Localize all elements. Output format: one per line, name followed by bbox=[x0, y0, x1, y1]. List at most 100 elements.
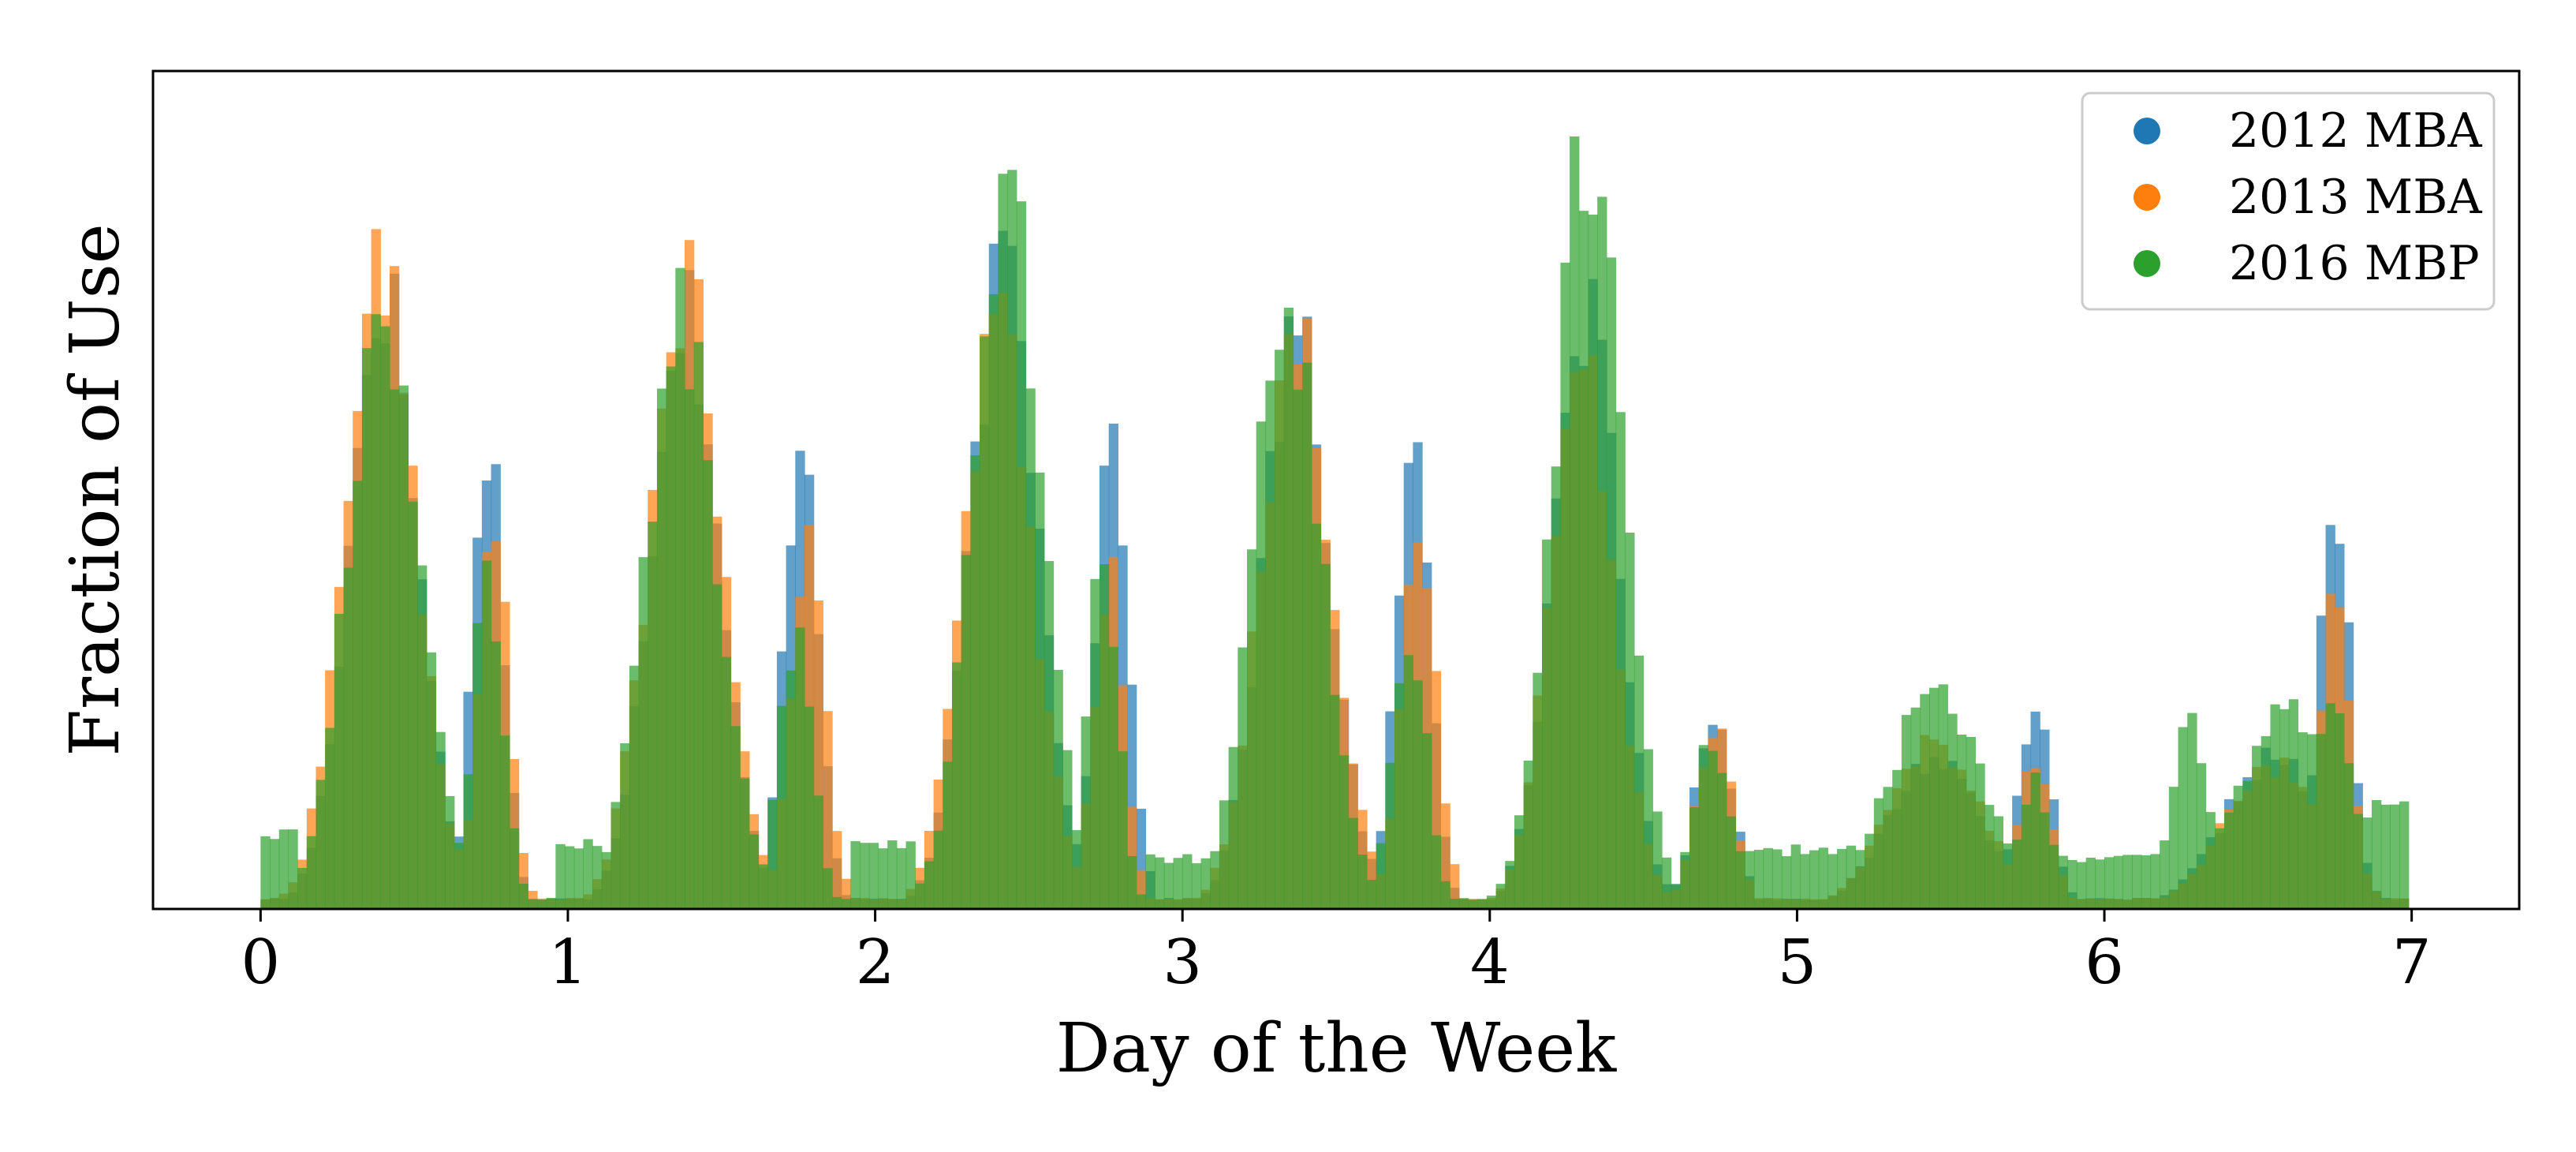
histogram-bar bbox=[1928, 687, 1939, 909]
histogram-bar bbox=[1440, 881, 1450, 909]
histogram-bar bbox=[860, 843, 870, 909]
histogram-bar bbox=[1320, 563, 1331, 909]
histogram-bar bbox=[1708, 750, 1718, 909]
histogram-bar bbox=[1016, 201, 1027, 909]
histogram-bar bbox=[2104, 857, 2115, 909]
histogram-bar bbox=[2316, 734, 2327, 909]
histogram-bar bbox=[1127, 856, 1137, 909]
histogram-bar bbox=[970, 455, 980, 909]
histogram-bar bbox=[1486, 896, 1497, 909]
histogram-bar bbox=[288, 829, 298, 909]
histogram-bar bbox=[1431, 835, 1442, 909]
histogram-bar bbox=[2003, 843, 2013, 909]
histogram-bar bbox=[1578, 211, 1589, 909]
histogram-bar bbox=[2353, 814, 2363, 909]
histogram-bar bbox=[832, 896, 842, 909]
legend-label: 2016 MBP bbox=[2229, 236, 2480, 291]
histogram-bar bbox=[1007, 170, 1017, 909]
histogram-bar bbox=[1892, 769, 1902, 909]
histogram-bar bbox=[951, 662, 962, 909]
histogram-bar bbox=[896, 847, 907, 909]
histogram-bar bbox=[1495, 884, 1506, 909]
histogram-bar bbox=[2012, 840, 2022, 909]
histogram-bar bbox=[528, 899, 538, 909]
x-tick-label: 3 bbox=[1163, 927, 1202, 998]
histogram-bar bbox=[1984, 805, 1995, 909]
histogram-bar bbox=[1330, 694, 1340, 909]
histogram-bar bbox=[1450, 898, 1460, 909]
histogram-bar bbox=[924, 861, 935, 909]
histogram-bar bbox=[2141, 855, 2152, 909]
histogram-bar bbox=[795, 627, 805, 909]
histogram-bar bbox=[1809, 850, 1820, 909]
histogram-bar bbox=[804, 706, 815, 909]
histogram-bar bbox=[2076, 862, 2087, 909]
histogram-bar bbox=[1173, 858, 1183, 909]
histogram-bar bbox=[1865, 833, 1875, 909]
histogram-bar bbox=[1099, 564, 1110, 909]
histogram-bar bbox=[1625, 533, 1635, 909]
histogram-bar bbox=[353, 481, 363, 909]
histogram-bar bbox=[1745, 851, 1755, 909]
histogram-bar bbox=[2048, 844, 2059, 909]
histogram-bar bbox=[1901, 715, 1912, 909]
histogram-bar bbox=[1957, 735, 1967, 909]
histogram-bar bbox=[1366, 880, 1377, 909]
histogram-bar bbox=[2215, 828, 2225, 909]
histogram-bar bbox=[1938, 684, 1948, 909]
histogram-bar bbox=[1560, 262, 1570, 910]
histogram-bar bbox=[758, 864, 768, 909]
histogram-bar bbox=[1090, 578, 1100, 909]
histogram-bar bbox=[380, 326, 390, 909]
histogram-bar bbox=[610, 802, 621, 909]
histogram-bar bbox=[1689, 807, 1700, 909]
histogram-bar bbox=[1228, 746, 1238, 909]
histogram-bar bbox=[601, 851, 612, 909]
histogram-bar bbox=[2122, 855, 2133, 909]
histogram-bar bbox=[1661, 857, 1672, 909]
histogram-bar bbox=[2390, 804, 2400, 909]
histogram-bar bbox=[1210, 851, 1220, 909]
histogram-bar bbox=[721, 656, 732, 909]
histogram-bar bbox=[832, 831, 842, 909]
histogram-bar bbox=[1145, 854, 1155, 909]
histogram-bar bbox=[656, 388, 667, 910]
histogram-bar bbox=[2160, 840, 2170, 909]
histogram-bar bbox=[2288, 699, 2299, 909]
histogram-bar bbox=[417, 565, 427, 909]
histogram-bar bbox=[749, 834, 760, 909]
histogram-bar bbox=[933, 830, 943, 909]
histogram-bar bbox=[1311, 523, 1322, 909]
histogram-bar bbox=[988, 294, 999, 909]
histogram-bar bbox=[2021, 804, 2032, 909]
histogram-bar bbox=[629, 665, 640, 909]
histogram-bar bbox=[1570, 136, 1580, 909]
x-axis-label: Day of the Week bbox=[1056, 1009, 1617, 1088]
histogram-bar bbox=[868, 843, 879, 909]
histogram-bar bbox=[435, 731, 446, 909]
histogram-bar bbox=[592, 846, 603, 909]
histogram-bar bbox=[2113, 855, 2123, 909]
histogram-bar bbox=[1118, 751, 1128, 909]
histogram-bar bbox=[2150, 854, 2160, 909]
histogram-bar bbox=[1975, 763, 1985, 909]
histogram-bar bbox=[1062, 750, 1073, 909]
histogram-bar bbox=[1108, 646, 1118, 909]
legend-marker bbox=[2134, 118, 2160, 144]
histogram-bar bbox=[2132, 855, 2142, 909]
histogram-bar bbox=[1302, 362, 1312, 910]
histogram-bar bbox=[740, 778, 750, 909]
histogram-bar bbox=[2233, 785, 2243, 909]
histogram-bar bbox=[1514, 815, 1525, 909]
histogram-bar bbox=[767, 799, 778, 909]
histogram-bar bbox=[1800, 854, 1810, 909]
histogram-bar bbox=[2261, 735, 2272, 909]
histogram-bar bbox=[712, 584, 722, 909]
x-tick-label: 0 bbox=[241, 927, 281, 998]
histogram-bar bbox=[398, 385, 409, 909]
histogram-bar bbox=[2223, 812, 2234, 909]
legend-marker bbox=[2134, 250, 2160, 277]
histogram-bar bbox=[1772, 849, 1783, 909]
histogram-bar bbox=[1763, 847, 1773, 909]
